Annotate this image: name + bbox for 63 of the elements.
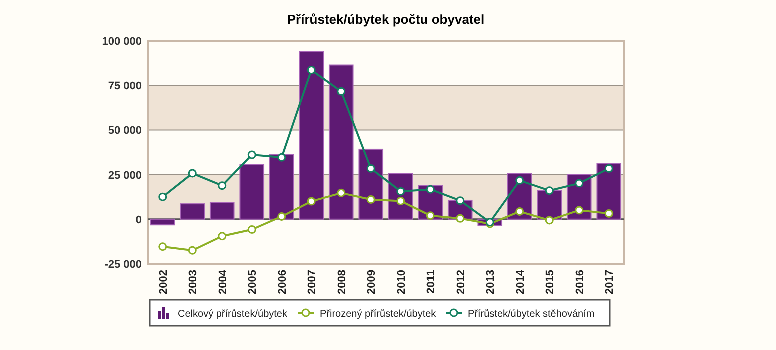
legend-label: Přirozený přírůstek/úbytek (320, 308, 438, 320)
x-tick-label: 2016 (574, 270, 586, 294)
y-tick-label: -25 000 (104, 259, 142, 271)
bar (328, 64, 354, 220)
point (396, 187, 406, 196)
point (366, 164, 376, 173)
point (456, 214, 465, 223)
x-tick-label: 2010 (396, 270, 408, 294)
x-tick-label: 2017 (604, 270, 616, 294)
point (426, 185, 435, 194)
point (218, 182, 227, 190)
x-tick-label: 2009 (366, 270, 378, 294)
x-tick-label: 2003 (188, 270, 200, 294)
point (426, 212, 435, 220)
bar (150, 218, 176, 226)
point (396, 196, 406, 206)
point (307, 197, 316, 206)
y-tick-label: 50 000 (108, 125, 142, 138)
y-tick-label: 100 000 (102, 36, 142, 48)
bar (210, 202, 235, 220)
point (337, 87, 346, 96)
bar (180, 204, 206, 220)
point (158, 192, 168, 202)
point (248, 225, 256, 234)
x-tick-label: 2007 (306, 270, 319, 294)
point (278, 212, 286, 221)
point (218, 232, 227, 241)
point (545, 216, 554, 225)
point (516, 176, 524, 185)
x-tick-label: 2005 (247, 270, 260, 294)
x-tick-label: 2012 (455, 270, 468, 294)
point (545, 186, 554, 196)
legend-label: Celkový přírůstek/úbytek (178, 308, 288, 320)
x-tick-label: 2002 (158, 270, 170, 294)
point (337, 188, 346, 198)
bar (240, 164, 265, 220)
point (307, 66, 316, 75)
x-tick-label: 2015 (544, 270, 557, 294)
point (575, 206, 584, 215)
point (604, 164, 614, 173)
point (278, 153, 286, 162)
y-tick-label: 75 000 (108, 80, 142, 93)
point (248, 150, 256, 160)
bar (269, 154, 294, 220)
point (456, 196, 465, 206)
x-tick-label: 2006 (276, 270, 289, 294)
point (158, 242, 168, 252)
point (188, 169, 197, 178)
bar (299, 51, 324, 220)
point (575, 179, 584, 188)
point (516, 207, 524, 216)
x-tick-label: 2011 (426, 270, 438, 294)
y-tick-label: 25 000 (108, 170, 142, 182)
y-tick-label: 0 (136, 214, 142, 226)
point (604, 209, 614, 218)
x-tick-label: 2004 (217, 269, 230, 294)
x-tick-label: 2014 (514, 269, 527, 294)
point (188, 246, 197, 255)
x-tick-label: 2013 (485, 270, 498, 294)
point (366, 196, 376, 204)
legend-label: Přírůstek/úbytek stěhováním (468, 308, 595, 320)
x-tick-label: 2008 (336, 270, 348, 294)
chart-title: Přírůstek/úbytek počtu obyvatel (287, 12, 485, 27)
